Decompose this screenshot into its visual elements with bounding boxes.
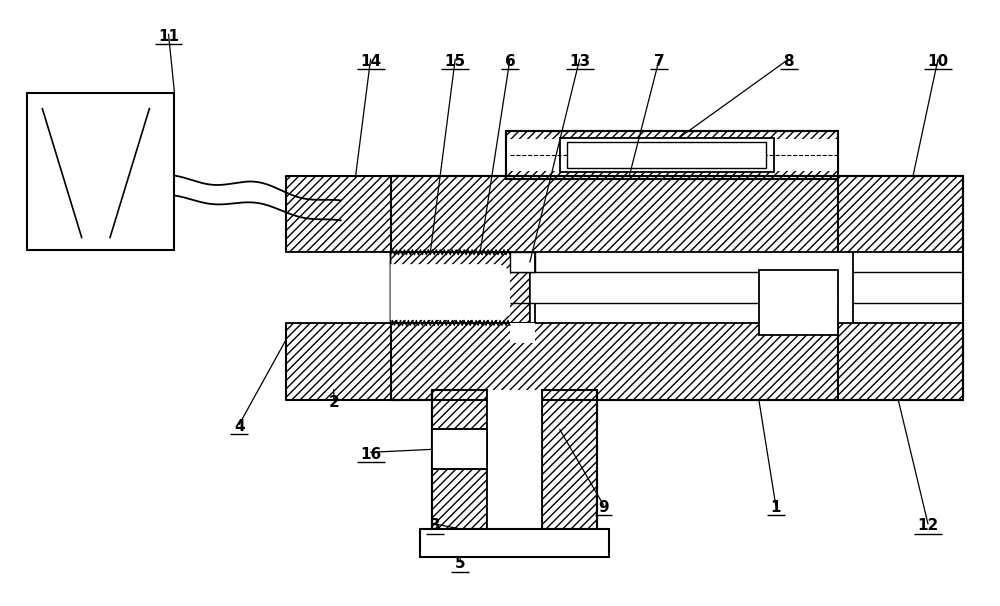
Text: 4: 4 <box>234 419 245 434</box>
Text: 7: 7 <box>654 53 665 68</box>
Bar <box>560 138 774 171</box>
Text: 2: 2 <box>328 395 339 410</box>
Bar <box>391 176 838 399</box>
Text: 3: 3 <box>430 519 441 533</box>
Text: 10: 10 <box>927 53 949 68</box>
Bar <box>391 252 838 323</box>
Bar <box>487 390 542 529</box>
Bar <box>432 430 487 469</box>
Bar <box>286 323 405 399</box>
Text: 9: 9 <box>598 499 609 514</box>
Text: 14: 14 <box>360 53 381 68</box>
Bar <box>759 270 838 335</box>
Bar <box>286 252 405 323</box>
Bar <box>432 390 487 529</box>
Bar <box>27 93 174 250</box>
Text: 15: 15 <box>445 53 466 68</box>
Polygon shape <box>391 264 510 320</box>
Text: 13: 13 <box>569 53 590 68</box>
Bar <box>510 252 535 272</box>
Text: 5: 5 <box>455 556 465 571</box>
Text: 1: 1 <box>770 499 781 514</box>
Bar <box>542 390 597 529</box>
Bar <box>506 139 838 171</box>
Polygon shape <box>391 252 530 323</box>
Text: 8: 8 <box>783 53 794 68</box>
Bar <box>838 252 963 323</box>
Bar <box>838 176 963 399</box>
Text: 12: 12 <box>917 519 939 533</box>
Bar <box>510 323 535 343</box>
Bar <box>286 176 405 252</box>
Bar <box>567 142 766 168</box>
Text: 16: 16 <box>360 447 381 462</box>
Bar <box>420 529 609 557</box>
Text: 11: 11 <box>158 28 179 44</box>
Bar <box>506 131 838 179</box>
Text: 6: 6 <box>505 53 515 68</box>
